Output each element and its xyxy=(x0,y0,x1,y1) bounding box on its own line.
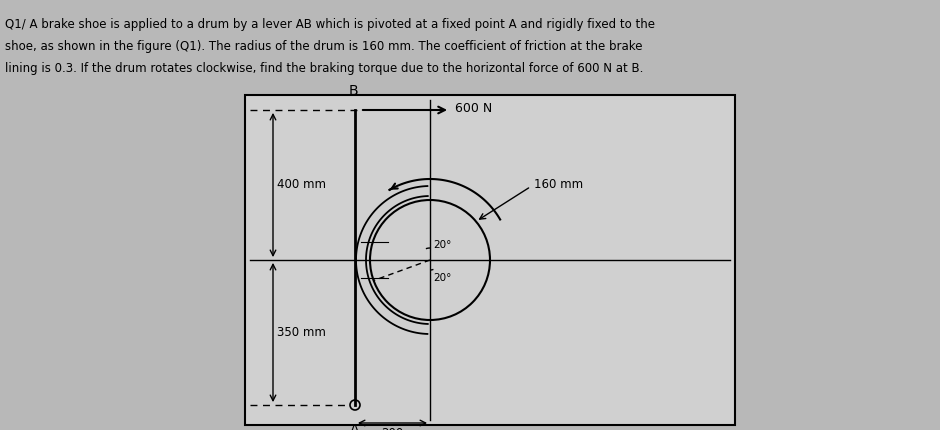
Text: Q1/ A brake shoe is applied to a drum by a lever AB which is pivoted at a fixed : Q1/ A brake shoe is applied to a drum by… xyxy=(5,18,655,31)
Text: 160 mm: 160 mm xyxy=(534,178,583,191)
Text: B: B xyxy=(348,84,358,98)
Text: 200: 200 xyxy=(382,427,403,430)
Bar xyxy=(245,95,735,425)
Text: 400 mm: 400 mm xyxy=(277,178,326,191)
Text: 20°: 20° xyxy=(433,273,451,283)
Text: 600 N: 600 N xyxy=(455,101,493,114)
Text: 350 mm: 350 mm xyxy=(277,326,326,339)
Text: A: A xyxy=(351,423,360,430)
Text: 20°: 20° xyxy=(433,240,451,250)
Text: lining is 0.3. If the drum rotates clockwise, find the braking torque due to the: lining is 0.3. If the drum rotates clock… xyxy=(5,62,643,75)
Text: shoe, as shown in the figure (Q1). The radius of the drum is 160 mm. The coeffic: shoe, as shown in the figure (Q1). The r… xyxy=(5,40,643,53)
